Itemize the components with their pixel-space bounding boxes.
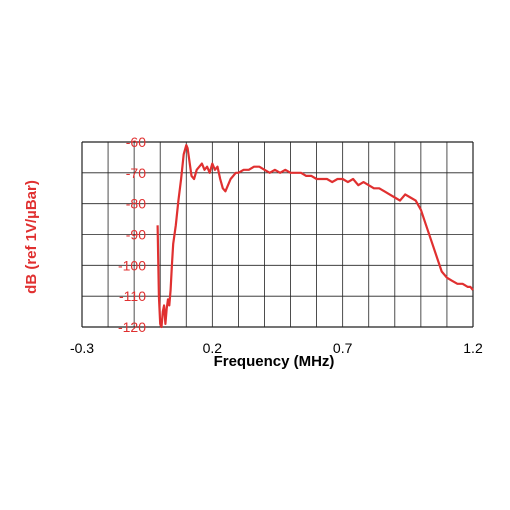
x-tick-label: 0.2 xyxy=(203,340,223,356)
y-tick-label: -100 xyxy=(118,257,146,273)
y-tick-label: -80 xyxy=(126,196,146,212)
x-tick-label: 0.7 xyxy=(333,340,353,356)
y-tick-label: -110 xyxy=(119,288,146,304)
y-tick-label: -70 xyxy=(126,165,146,181)
y-axis-label: dB (ref 1V/µBar) xyxy=(23,180,40,294)
y-axis-ticks: -60 -70 -80 -90 -100 -110 -120 xyxy=(118,134,146,335)
x-tick-label: -0.3 xyxy=(70,340,94,356)
x-tick-label: 1.2 xyxy=(463,340,483,356)
x-axis-label: Frequency (MHz) xyxy=(214,353,335,370)
grid xyxy=(81,141,474,328)
series-line xyxy=(156,144,474,329)
y-tick-label: -90 xyxy=(126,227,146,243)
y-tick-label: -120 xyxy=(118,319,146,335)
y-tick-label: -60 xyxy=(126,134,146,150)
x-axis-ticks: -0.3 0.2 0.7 1.2 xyxy=(70,340,483,356)
